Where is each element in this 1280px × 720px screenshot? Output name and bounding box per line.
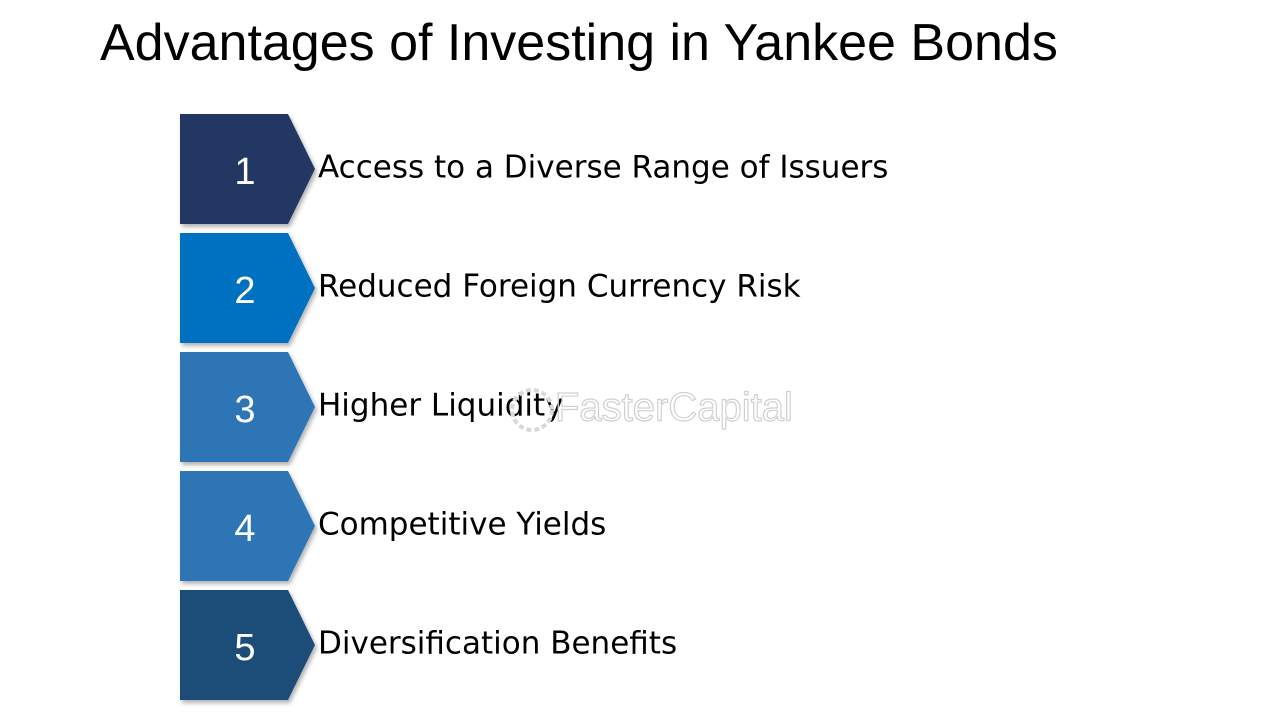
slide-title: Advantages of Investing in Yankee Bonds [100, 14, 1058, 72]
chevron [180, 590, 315, 700]
item-number: 5 [234, 627, 255, 669]
chevron [180, 471, 315, 581]
list-item: 4 Competitive Yields [180, 471, 606, 581]
item-label: Higher Liquidity [318, 388, 564, 424]
list-item: 5 Diversification Benefits [180, 590, 677, 700]
item-number: 4 [234, 508, 255, 550]
list-item: 3 Higher Liquidity [180, 352, 564, 462]
item-label: Diversification Benefits [318, 626, 677, 662]
item-list: 1 Access to a Diverse Range of Issuers 2 Re… [180, 114, 888, 700]
watermark-icon [510, 388, 554, 432]
watermark: FasterCapital [510, 385, 793, 432]
list-item: 1 Access to a Diverse Range of Issuers [180, 114, 888, 224]
item-label: Reduced Foreign Currency Risk [318, 269, 801, 305]
chevron [180, 352, 315, 462]
chevron [180, 114, 315, 224]
item-number: 3 [234, 389, 255, 431]
chevron [180, 233, 315, 343]
item-number: 2 [234, 270, 255, 312]
item-label: Access to a Diverse Range of Issuers [318, 150, 888, 186]
item-number: 1 [234, 151, 255, 193]
list-item: 2 Reduced Foreign Currency Risk [180, 233, 801, 343]
item-label: Competitive Yields [318, 507, 606, 543]
watermark-text: FasterCapital [555, 386, 793, 430]
